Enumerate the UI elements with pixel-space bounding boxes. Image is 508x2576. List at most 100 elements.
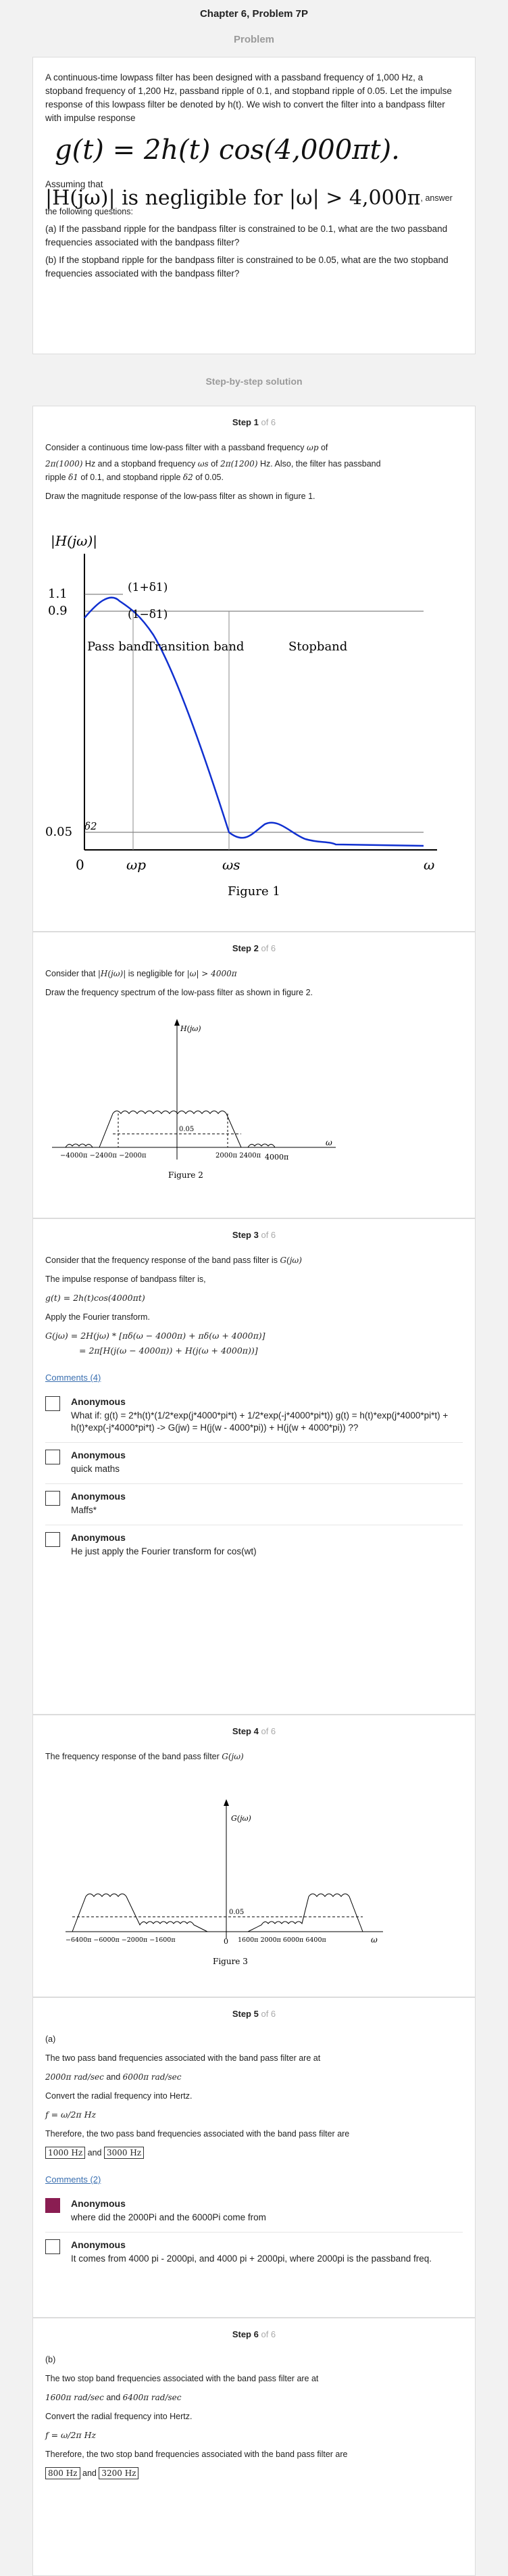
fig2-caption: Figure 2: [168, 1170, 203, 1180]
step-3-comments-link[interactable]: Comments (4): [45, 1373, 101, 1383]
step-3-comments: Anonymous What if: g(t) = 2*h(t)*(1/2*exp…: [45, 1389, 463, 1566]
comment-text: Maffs*: [71, 1505, 97, 1515]
comment-text: where did the 2000Pi and the 6000Pi come…: [71, 2212, 266, 2222]
step-5-label: Step 5: [232, 2009, 259, 2019]
step-1-p3-c: of 0.05.: [195, 473, 224, 482]
fig1-d2: δ2: [84, 820, 97, 832]
step-3-eq2: G(jω) = 2H(jω) * [πδ(ω − 4000π) + πδ(ω +…: [45, 1331, 265, 1341]
step-6-answers: 800 Hz and 3200 Hz: [45, 2466, 463, 2480]
step-1-p3-b: of 0.1, and stopband ripple: [80, 473, 181, 482]
step-1-p1: Consider a continuous time low-pass filt…: [45, 441, 463, 454]
fig3-mid: 0.05: [229, 1909, 244, 1916]
avatar: [45, 2198, 60, 2213]
fig3-right-band: [247, 1893, 363, 1932]
fig3-xneg: −6400π −6000π −2000π −1600π: [66, 1936, 176, 1944]
step-1-p1-math: ωp: [307, 443, 319, 452]
fig1-passband: Pass band: [87, 640, 149, 654]
step-6-freq-b: 6400π rad/sec: [122, 2393, 182, 2402]
step-4-p1-text: The frequency response of the band pass …: [45, 1752, 220, 1761]
step-6-p2: Convert the radial frequency into Hertz.: [45, 2412, 193, 2421]
fig3-ylabel: G(jω): [231, 1814, 251, 1823]
step-3-eq3: = 2π[H(j(ω − 4000π)) + H(j(ω + 4000π))]: [79, 1345, 258, 1356]
step-3-eq1: g(t) = 2h(t)cos(4000πt): [45, 1293, 145, 1303]
step-6-answer-a: 800 Hz: [45, 2467, 80, 2479]
fig1-d1p: (1+δ1): [128, 581, 168, 594]
step-5-comments: Anonymous where did the 2000Pi and the 60…: [45, 2191, 463, 2273]
step-6-ans-and: and: [82, 2468, 97, 2478]
comment-author: Anonymous: [71, 1532, 126, 1543]
fig1-y11: 1.1: [48, 587, 68, 601]
fig1-caption: Figure 1: [228, 884, 280, 899]
avatar: [45, 2239, 60, 2254]
comment-text: He just apply the Fourier transform for …: [71, 1546, 257, 1556]
step-5-part: (a): [45, 2034, 56, 2044]
figure-1: |H(jω)| 1.1 0.9 0.05 (1+δ1) (1−δ1) δ2 Pa…: [45, 533, 437, 899]
step-5-p3: Therefore, the two pass band frequencies…: [45, 2129, 350, 2139]
step-4-label: Step 4: [232, 1726, 259, 1736]
avatar: [45, 1491, 60, 1506]
step-1-label: Step 1: [232, 417, 259, 427]
problem-assuming: Assuming that |H(jω)| is negligible for …: [45, 178, 463, 218]
fig1-y005: 0.05: [45, 825, 72, 839]
step-6-freqs: 1600π rad/sec and 6400π rad/sec: [45, 2391, 463, 2404]
comment: Anonymous where did the 2000Pi and the 60…: [45, 2191, 463, 2233]
question-b: (b) If the stopband ripple for the bandp…: [45, 255, 449, 279]
step-2-math-a: |H(jω)|: [97, 969, 126, 978]
step-2-card: Step 2 of 6 Consider that |H(jω)| is neg…: [32, 932, 476, 1218]
assume-tail: , answer the following questions:: [45, 193, 453, 217]
step-6-of: of 6: [261, 2329, 276, 2339]
step-5-and: and: [106, 2072, 121, 2082]
question-a: (a) If the passband ripple for the bandp…: [45, 224, 448, 248]
comment: Anonymous Maffs*: [45, 1484, 463, 1525]
step-5-p1: The two pass band frequencies associated…: [45, 2053, 321, 2063]
step-6-part: (b): [45, 2355, 56, 2364]
step-1-p2-b: of: [211, 459, 218, 469]
comment: Anonymous quick maths: [45, 1443, 463, 1484]
fig3-zero: 0: [224, 1937, 228, 1946]
fig1-response-curve: [84, 596, 424, 847]
step-5-comments-link[interactable]: Comments (2): [45, 2174, 101, 2185]
step-3-p2: The impulse response of bandpass filter …: [45, 1274, 206, 1284]
step-2-math-b: |ω| > 4000π: [186, 969, 237, 978]
fig2-ylabel: H(jω): [180, 1024, 201, 1033]
fig2-yaxis-arrow: [174, 1019, 180, 1026]
figure-3: G(jω) 0.05 −6400π −6000π −2000π −1600π 0…: [66, 1799, 383, 1966]
fig2-w: ω: [326, 1138, 332, 1147]
step-1-card: Step 1 of 6 Consider a continuous time l…: [32, 406, 476, 932]
step-2-p2: Draw the frequency spectrum of the low-p…: [45, 988, 313, 997]
comment-author: Anonymous: [71, 1491, 126, 1502]
step-2-p1-b: is negligible for: [128, 969, 185, 978]
avatar: [45, 1450, 60, 1464]
step-6-card: Step 6 of 6 (b) The two stop band freque…: [32, 2318, 476, 2576]
fig1-ylabel: |H(jω)|: [51, 533, 97, 550]
step-6-p1: The two stop band frequencies associated…: [45, 2374, 319, 2383]
step-2-of: of 6: [261, 943, 276, 953]
step-6-and: and: [106, 2393, 121, 2402]
problem-equation: g(t) = 2h(t) cos(4,000πt).: [55, 135, 400, 166]
step-6-label: Step 6: [232, 2329, 259, 2339]
step-5-card: Step 5 of 6 (a) The two pass band freque…: [32, 1997, 476, 2318]
step-3-p1-math: G(jω): [280, 1256, 302, 1265]
step-6-freq-a: 1600π rad/sec: [45, 2393, 104, 2402]
fig3-w: ω: [371, 1935, 378, 1945]
comment-text: quick maths: [71, 1464, 120, 1474]
step-4-of: of 6: [261, 1726, 276, 1736]
step-3-header: Step 3 of 6: [45, 1219, 463, 1254]
step-5-freq-b: 6000π rad/sec: [122, 2072, 182, 2082]
step-2-p1-a: Consider that: [45, 969, 96, 978]
step-6-p3: Therefore, the two stop band frequencies…: [45, 2450, 348, 2459]
fig1-wp: ωp: [126, 857, 146, 873]
step-5-freqs: 2000π rad/sec and 6000π rad/sec: [45, 2070, 463, 2084]
step-1-math-a: 2π(1000): [45, 459, 83, 469]
step-1-math-d2: δ2: [182, 473, 193, 482]
fig2-xpos: 2000π 2400π: [215, 1152, 261, 1160]
comment-author: Anonymous: [71, 1396, 126, 1407]
fig2-xend: 4000π: [265, 1153, 288, 1162]
step-3-label: Step 3: [232, 1230, 259, 1240]
comment-author: Anonymous: [71, 1450, 126, 1460]
comment: Anonymous What if: g(t) = 2*h(t)*(1/2*exp…: [45, 1389, 463, 1443]
step-1-p4: Draw the magnitude response of the low-p…: [45, 492, 315, 501]
problem-label: Problem: [233, 34, 274, 45]
step-5-p2: Convert the radial frequency into Hertz.: [45, 2091, 193, 2101]
problem-intro: A continuous-time lowpass filter has bee…: [45, 72, 452, 123]
